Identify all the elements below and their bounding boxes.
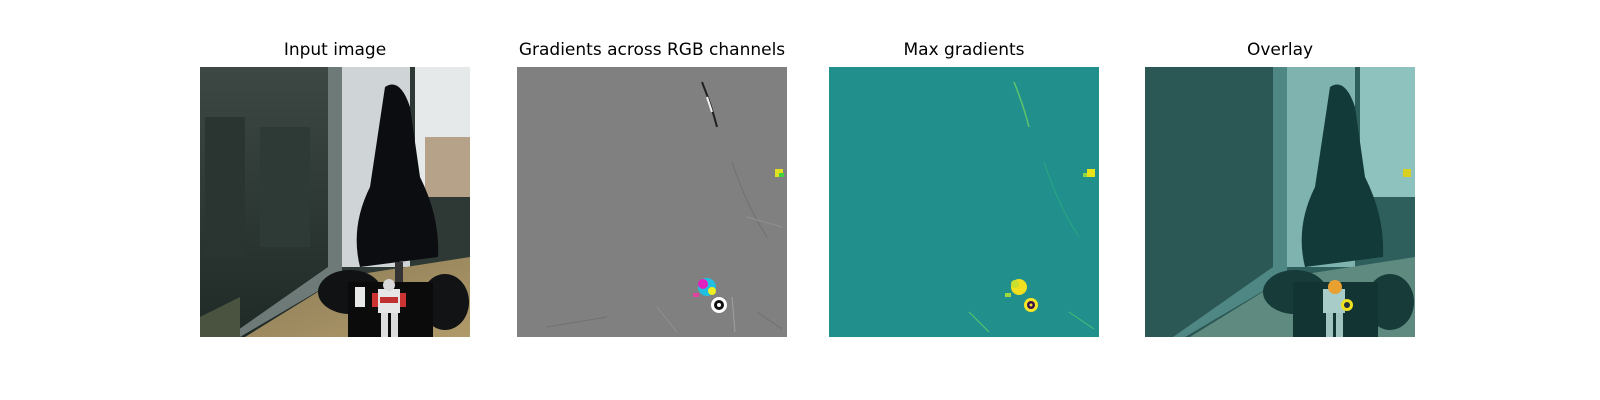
panel-title-overlay: Overlay <box>1246 40 1314 60</box>
panel-title-input: Input image <box>283 40 387 60</box>
panel-title-max-gradients: Max gradients <box>903 40 1025 60</box>
panel-max-gradients: Max gradients <box>829 40 1099 340</box>
panel-title-gradients-rgb: Gradients across RGB channels <box>518 40 786 60</box>
max-gradients-image <box>829 67 1099 337</box>
panel-overlay: Overlay <box>1145 40 1415 340</box>
input-image <box>200 67 470 337</box>
panel-input-image: Input image <box>200 40 470 340</box>
panel-gradients-rgb: Gradients across RGB channels <box>517 40 787 340</box>
overlay-image <box>1145 67 1415 337</box>
gradients-rgb-image <box>517 67 787 337</box>
